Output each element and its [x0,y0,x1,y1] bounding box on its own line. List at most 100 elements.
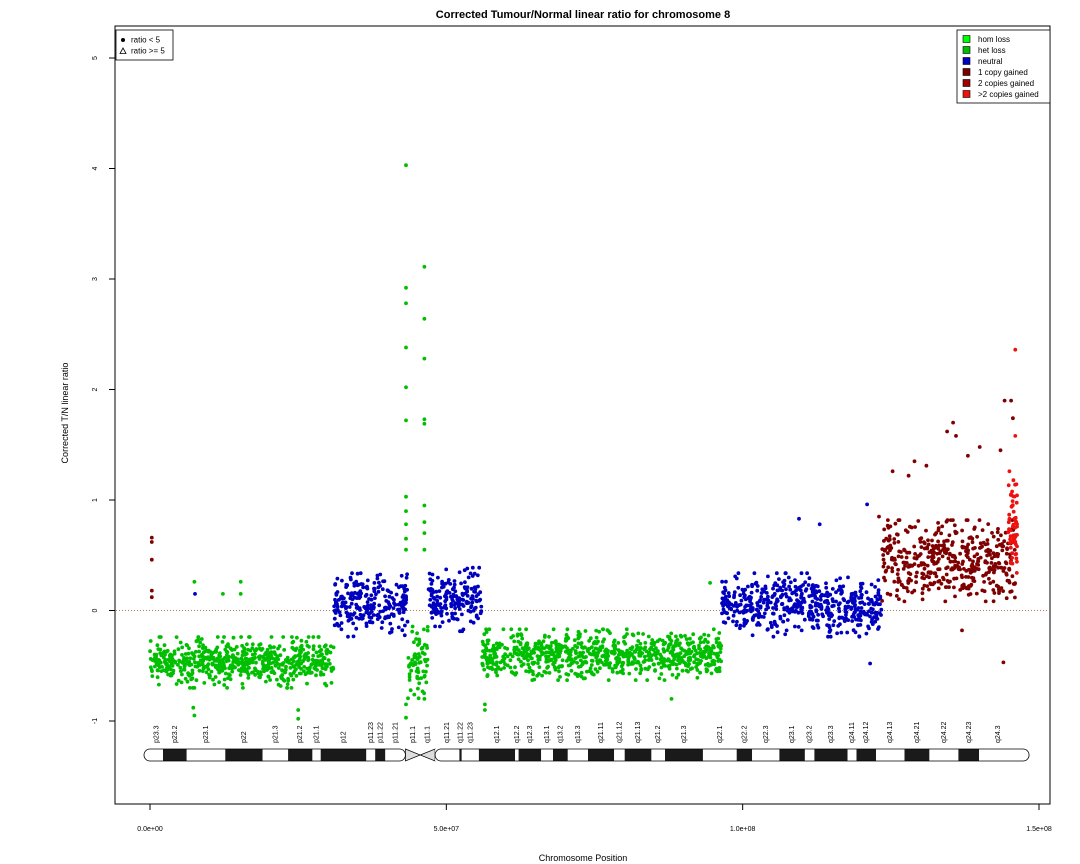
data-point [830,587,835,591]
data-point [324,683,329,688]
data-point [1013,595,1017,600]
data-point [708,652,713,657]
data-point [887,534,892,539]
data-point [192,654,197,659]
data-point [807,576,812,581]
data-point [530,678,535,682]
data-point [804,587,809,591]
data-point [153,655,157,660]
data-point [953,559,958,564]
data-point [958,551,962,556]
data-point [396,607,400,612]
data-point [200,652,204,657]
data-point [164,649,169,654]
data-point [406,656,411,660]
data-point [882,539,886,543]
data-point [383,594,387,599]
data-point [947,533,952,538]
data-point [741,591,746,596]
outlier-point [906,473,911,478]
data-point [158,635,163,639]
data-point [712,662,717,667]
data-point [447,618,451,623]
data-point [306,635,311,639]
data-point [262,669,266,674]
data-point [948,518,953,522]
data-point [431,595,436,600]
data-point [553,666,558,671]
data-point [297,661,301,666]
data-point [246,676,251,680]
data-point [991,534,996,539]
data-point [970,562,975,567]
legend-swatch [962,90,971,98]
data-point [257,657,262,661]
data-point [717,631,722,635]
data-point [921,572,926,577]
data-point [465,566,470,571]
data-point [636,631,641,636]
data-point [875,597,880,601]
data-point [456,601,460,606]
data-point [933,571,938,576]
data-point [633,678,638,682]
outlier-point [797,516,801,521]
data-point [698,670,702,675]
data-point [905,550,909,555]
ideogram-band [779,749,805,761]
data-point [947,551,952,556]
ideogram-band [515,749,519,761]
data-point [472,606,477,611]
data-point [532,660,537,665]
data-point [344,606,348,611]
data-point [314,673,318,678]
data-point [316,654,321,658]
outlier-point [404,418,408,423]
data-point [453,589,458,594]
data-point [769,623,774,628]
data-point [888,592,893,597]
data-point [316,635,321,639]
data-point [397,585,401,590]
data-point [780,602,784,607]
ideogram-band [405,748,422,762]
outlier-point [422,547,427,552]
data-point [383,615,388,619]
data-point [163,657,168,662]
data-point [394,592,399,597]
data-point [659,655,664,659]
data-point [380,587,385,592]
data-point [404,600,408,605]
data-point [303,672,308,677]
data-point [818,594,823,599]
data-point [510,654,515,659]
ideogram-band-label: p23.1 [203,725,210,743]
data-point [403,583,408,588]
data-point [407,678,412,682]
data-point [469,605,473,610]
data-point [163,652,167,657]
data-point [305,681,309,686]
data-point [975,562,979,566]
data-point [472,571,477,576]
data-point [642,647,647,652]
data-point [587,669,592,674]
data-point [838,576,842,581]
data-point [604,647,609,652]
data-point [375,613,379,618]
data-point [439,609,444,614]
data-point [203,665,208,669]
data-point [716,636,721,641]
data-point [720,579,724,584]
data-point [396,602,401,607]
data-point [885,545,890,550]
data-point [731,613,736,618]
data-point [434,589,439,594]
data-point [204,670,209,675]
data-point [701,649,706,654]
data-point [302,657,307,662]
data-point [817,589,822,594]
data-point [223,671,228,676]
data-point [768,600,773,605]
data-point [866,596,870,601]
